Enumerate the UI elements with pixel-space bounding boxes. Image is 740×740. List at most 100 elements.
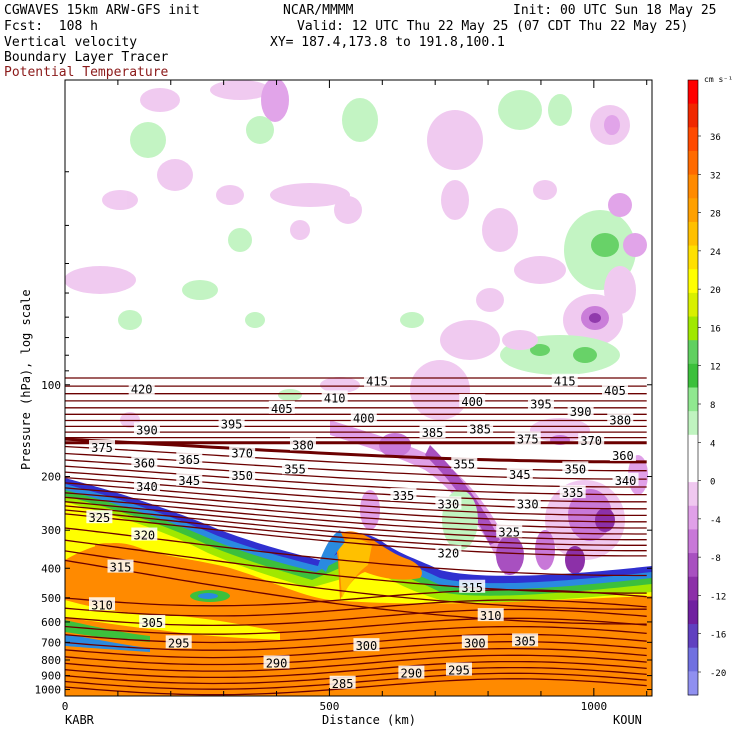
colorbar-tick-label: 0 — [710, 478, 715, 488]
vertical-velocity-blobs — [65, 80, 647, 428]
y-tick-label: 100 — [41, 379, 61, 392]
theta-label: 315 — [461, 581, 483, 595]
theta-label: 350 — [564, 462, 586, 476]
theta-label: 320 — [133, 529, 155, 543]
theta-label-bg — [609, 448, 636, 462]
theta-contour — [65, 492, 647, 529]
y-tick-label: 200 — [41, 471, 61, 484]
theta-contour — [65, 465, 647, 496]
y-tick-label: 500 — [41, 592, 61, 605]
colorbar-unit: cm s⁻¹ — [704, 75, 733, 84]
theta-label-bg — [86, 510, 113, 524]
y-axis-label: Pressure (hPa), log scale — [19, 289, 33, 470]
colorbar-swatch — [688, 363, 698, 388]
theta-contour — [65, 550, 647, 610]
theta-label: 310 — [91, 598, 113, 612]
theta-label-bg — [607, 412, 634, 426]
colorbar-swatch — [688, 553, 698, 578]
y-tick-label: 900 — [41, 670, 61, 683]
field-potential-temperature: Potential Temperature — [4, 65, 169, 80]
theta-label: 325 — [498, 526, 520, 540]
theta-contour — [65, 660, 647, 679]
theta-label: 415 — [554, 375, 576, 389]
theta-label-bg — [176, 472, 203, 486]
theta-label-bg — [612, 472, 639, 486]
theta-contour — [65, 509, 647, 552]
colorbar-swatch — [688, 387, 698, 412]
field-vertical-velocity: Vertical velocity — [4, 35, 138, 50]
colorbar-tick-label: -20 — [710, 669, 726, 679]
theta-label-bg — [562, 461, 589, 475]
theta-label-bg — [514, 496, 541, 510]
cross-section-endpoints: XY= 187.4,173.8 to 191.8,100.1 — [270, 35, 505, 50]
theta-label: 360 — [133, 457, 155, 471]
theta-contour — [65, 487, 647, 523]
theta-label-bg — [282, 461, 309, 475]
colorbar-swatch — [688, 127, 698, 152]
theta-label: 310 — [480, 609, 502, 623]
theta-label-bg — [139, 614, 166, 628]
theta-label: 330 — [517, 497, 539, 511]
theta-label-bg — [321, 390, 348, 404]
theta-contour — [65, 589, 647, 607]
theta-contour — [65, 666, 647, 685]
theta-contour — [65, 445, 647, 472]
theta-label: 405 — [271, 402, 293, 416]
theta-contour — [65, 496, 647, 535]
theta-label-bg — [496, 524, 523, 538]
colorbar-tick-label: -12 — [710, 592, 726, 602]
colorbar-tick-label: 16 — [710, 324, 721, 334]
theta-label-bg — [567, 404, 594, 418]
theta-label: 375 — [517, 432, 539, 446]
forecast-hour: Fcst: 108 h — [4, 19, 98, 34]
theta-contour — [65, 476, 647, 510]
colorbar-swatch — [688, 198, 698, 223]
theta-label: 325 — [89, 511, 111, 525]
theta-label-bg — [329, 675, 356, 689]
colorbar-tick-label: -4 — [710, 516, 721, 526]
theta-label: 345 — [509, 468, 531, 482]
theta-label-bg — [451, 456, 478, 470]
x-axis: 0 500 1000 — [62, 80, 648, 713]
theta-label-bg — [350, 410, 377, 424]
colorbar-swatch — [688, 292, 698, 318]
theta-label: 385 — [469, 422, 491, 436]
theta-label-bg — [551, 373, 578, 387]
theta-contour — [65, 471, 647, 503]
theta-label-bg — [578, 433, 605, 447]
theta-label: 300 — [356, 639, 378, 653]
theta-label: 330 — [438, 497, 460, 511]
colorbar-swatch — [688, 600, 698, 625]
theta-label: 335 — [393, 489, 415, 503]
theta-label-bg — [477, 608, 504, 622]
theta-label-bg — [445, 662, 472, 676]
theta-label-bg — [289, 437, 316, 451]
theta-label: 340 — [615, 474, 637, 488]
colorbar-tick-label: 12 — [710, 363, 721, 373]
theta-label: 365 — [178, 453, 200, 467]
colorbar-swatch — [688, 221, 698, 247]
theta-label: 385 — [422, 426, 444, 440]
theta-label-bg — [229, 468, 256, 482]
theta-label: 290 — [266, 656, 288, 670]
y-tick-label: 800 — [41, 654, 61, 667]
valid-time: Valid: 12 UTC Thu 22 May 25 (07 CDT Thu … — [297, 19, 689, 34]
colorbar-tick-label: 20 — [710, 286, 721, 296]
colorbar-swatch — [688, 576, 698, 601]
theta-label: 300 — [464, 636, 486, 650]
colorbar-tick-label: 28 — [710, 210, 721, 220]
left-endpoint-label: KABR — [65, 713, 95, 727]
theta-label-bg — [353, 638, 380, 652]
theta-label-bg — [398, 665, 425, 679]
theta-label-bg — [506, 466, 533, 480]
theta-label: 305 — [141, 616, 163, 630]
theta-label-bg — [131, 527, 158, 541]
colorbar-swatch — [688, 482, 698, 507]
theta-label: 370 — [231, 447, 253, 461]
theta-label-bg — [133, 479, 160, 493]
theta-label-bg — [89, 439, 116, 453]
theta-label: 415 — [366, 375, 388, 389]
theta-contour — [65, 625, 647, 644]
theta-label: 360 — [612, 449, 634, 463]
